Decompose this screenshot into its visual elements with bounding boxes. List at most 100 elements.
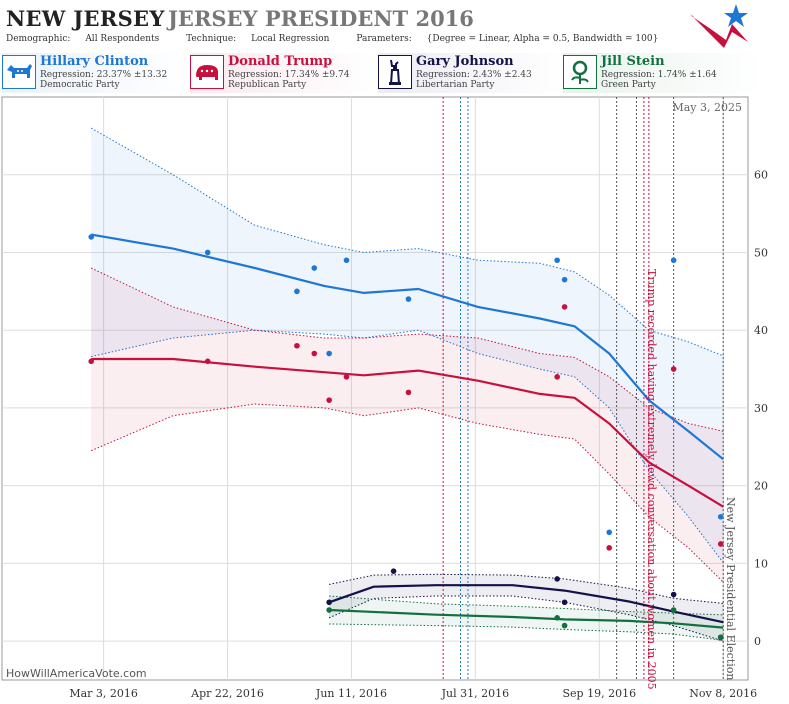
poll-point bbox=[88, 358, 95, 365]
state-title: NEW JERSEY bbox=[6, 6, 165, 31]
poll-point bbox=[343, 374, 350, 380]
legend-name: Gary Johnson bbox=[416, 54, 514, 69]
poll-point bbox=[670, 257, 677, 264]
upper-bound-line bbox=[90, 127, 724, 357]
poll-point bbox=[717, 634, 724, 641]
legend-name: Hillary Clinton bbox=[40, 54, 149, 69]
chart-date-label: May 3, 2025 bbox=[672, 101, 742, 114]
legend-party: Libertarian Party bbox=[416, 80, 495, 90]
event-label: New Jersey Presidential Election bbox=[724, 497, 737, 680]
regression-line bbox=[328, 584, 724, 624]
poll-point bbox=[326, 350, 332, 357]
site-logo-icon bbox=[690, 4, 748, 48]
legend-name: Jill Stein bbox=[601, 54, 665, 69]
poll-point bbox=[554, 576, 560, 582]
poll-point bbox=[326, 599, 332, 606]
technique-label: Technique: bbox=[186, 34, 237, 44]
poll-point bbox=[561, 599, 568, 606]
poll-point bbox=[326, 397, 332, 403]
poll-point bbox=[554, 257, 560, 264]
poll-point bbox=[561, 622, 568, 629]
poll-point bbox=[606, 545, 613, 551]
poll-point bbox=[326, 607, 332, 613]
poll-point bbox=[204, 249, 211, 256]
technique-value: Local Regression bbox=[251, 34, 330, 44]
liberty-statue-icon bbox=[378, 55, 412, 89]
y-tick-label: 60 bbox=[754, 169, 768, 182]
polling-chart: 0 10 20 30 40 50 60 Mar 3, 2016 Apr 22, 2016 Jun … bbox=[1, 96, 768, 700]
x-tick-label: Jun 11, 2016 bbox=[315, 687, 387, 700]
parameters-value: {Degree = Linear, Alpha = 0.5, Bandwidth… bbox=[426, 34, 659, 44]
technique-field: Technique: Local Regression bbox=[186, 34, 341, 44]
legend-regression: Regression: 2.43% ±2.43 bbox=[416, 70, 532, 80]
upper-bound-line bbox=[329, 595, 724, 616]
parameters-line: Demographic: All Respondents Technique: … bbox=[6, 34, 682, 44]
poll-point bbox=[294, 288, 300, 295]
poll-point bbox=[88, 234, 95, 240]
x-tick-label: Apr 22, 2016 bbox=[190, 687, 264, 700]
legend-regression: Regression: 23.37% ±13.32 bbox=[40, 70, 168, 80]
confidence-band bbox=[91, 268, 724, 583]
event-markers bbox=[442, 97, 724, 680]
parameters-label: Parameters: bbox=[356, 34, 412, 44]
lower-bound-line bbox=[329, 623, 724, 641]
legend-party: Republican Party bbox=[228, 80, 307, 90]
legend-donald-trump[interactable]: Donald Trump Regression: 17.34% ±9.74 Re… bbox=[190, 53, 378, 93]
candidate-legend: Hillary Clinton Regression: 23.37% ±13.3… bbox=[0, 53, 789, 95]
poll-point bbox=[670, 607, 677, 613]
poll-point bbox=[294, 342, 300, 349]
y-tick-label: 10 bbox=[754, 557, 768, 570]
lower-bound-line bbox=[91, 403, 724, 583]
poll-point bbox=[670, 591, 677, 598]
x-tick-label: Mar 3, 2016 bbox=[69, 687, 138, 700]
legend-party: Green Party bbox=[601, 80, 656, 90]
legend-regression: Regression: 17.34% ±9.74 bbox=[228, 70, 350, 80]
y-tick-label: 20 bbox=[754, 480, 768, 493]
chart-header: NEW JERSEY JERSEY PRESIDENT 2016 Demogra… bbox=[0, 0, 789, 50]
regression-lines bbox=[91, 233, 724, 629]
poll-point bbox=[204, 358, 211, 365]
legend-party: Democratic Party bbox=[40, 80, 120, 90]
regression-line bbox=[329, 608, 724, 629]
regression-line bbox=[91, 357, 724, 508]
parameters-field: Parameters: {Degree = Linear, Alpha = 0.… bbox=[356, 34, 670, 44]
site-watermark: HowWillAmericaVote.com bbox=[6, 667, 147, 680]
poll-point bbox=[390, 568, 397, 574]
demographic-label: Demographic: bbox=[6, 34, 71, 44]
elephant-icon bbox=[190, 55, 224, 89]
demographic-value: All Respondents bbox=[85, 34, 160, 44]
x-tick-label: Sep 19, 2016 bbox=[563, 687, 637, 700]
race-title: JERSEY PRESIDENT 2016 bbox=[168, 6, 474, 31]
legend-hillary-clinton[interactable]: Hillary Clinton Regression: 23.37% ±13.3… bbox=[2, 53, 190, 93]
y-tick-label: 0 bbox=[754, 635, 761, 648]
upper-bound-line bbox=[328, 573, 724, 604]
donkey-icon bbox=[2, 55, 36, 89]
poll-point bbox=[717, 541, 724, 547]
poll-point bbox=[311, 265, 318, 271]
legend-name: Donald Trump bbox=[228, 54, 333, 69]
legend-jill-stein[interactable]: Jill Stein Regression: 1.74% ±1.64 Green… bbox=[563, 53, 763, 93]
y-tick-label: 50 bbox=[754, 246, 768, 259]
poll-point bbox=[554, 615, 560, 621]
y-tick-label: 30 bbox=[754, 402, 768, 415]
axes: 0 10 20 30 40 50 60 Mar 3, 2016 Apr 22, 2016 Jun … bbox=[69, 169, 768, 700]
poll-point bbox=[606, 529, 613, 536]
y-tick-label: 40 bbox=[754, 324, 768, 337]
flower-icon bbox=[563, 55, 597, 89]
poll-point bbox=[311, 350, 318, 357]
poll-point bbox=[554, 374, 560, 380]
poll-point bbox=[561, 276, 568, 283]
confidence-band bbox=[329, 574, 724, 642]
poll-point bbox=[405, 389, 412, 396]
demographic-field: Demographic: All Respondents bbox=[6, 34, 171, 44]
x-tick-label: Nov 8, 2016 bbox=[689, 687, 757, 700]
regression-line bbox=[91, 233, 724, 461]
poll-point bbox=[343, 257, 350, 264]
poll-point bbox=[717, 513, 724, 520]
chart-labels: Trump recorded having extremely lewd con… bbox=[645, 101, 742, 690]
x-tick-label: Jul 31, 2016 bbox=[441, 687, 510, 700]
legend-gary-johnson[interactable]: Gary Johnson Regression: 2.43% ±2.43 Lib… bbox=[378, 53, 563, 93]
poll-points bbox=[88, 234, 724, 641]
poll-point bbox=[561, 304, 568, 310]
poll-point bbox=[670, 366, 677, 372]
